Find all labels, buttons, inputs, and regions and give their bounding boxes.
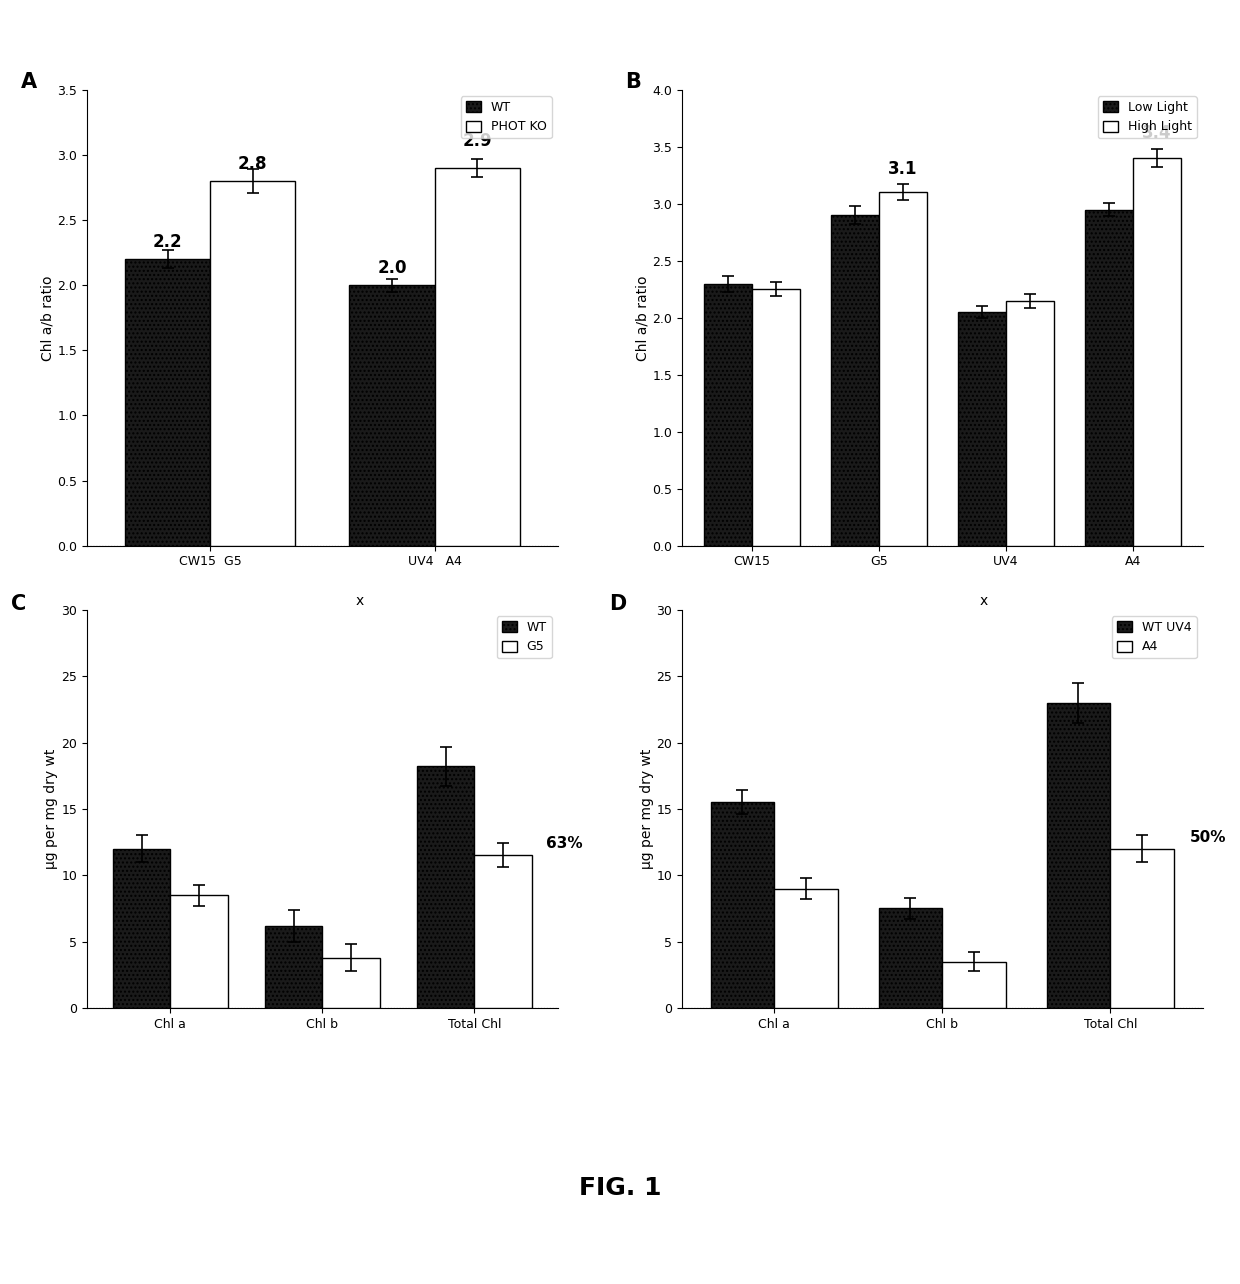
Y-axis label: Chl a/b ratio: Chl a/b ratio bbox=[635, 275, 650, 361]
Bar bbox=[475, 855, 532, 1008]
Text: C: C bbox=[11, 594, 26, 614]
Bar bbox=[170, 895, 228, 1008]
Text: 63%: 63% bbox=[546, 836, 583, 851]
Text: D: D bbox=[609, 594, 626, 614]
Bar bbox=[322, 958, 381, 1008]
Legend: WT, G5: WT, G5 bbox=[497, 616, 552, 659]
Bar bbox=[350, 285, 434, 546]
Text: x: x bbox=[980, 594, 988, 607]
Bar bbox=[1133, 158, 1182, 546]
Bar bbox=[942, 962, 1006, 1008]
Text: A: A bbox=[21, 72, 37, 91]
Bar bbox=[211, 181, 295, 546]
Text: 50%: 50% bbox=[1189, 829, 1226, 845]
Text: 2.0: 2.0 bbox=[377, 259, 407, 277]
Legend: WT, PHOT KO: WT, PHOT KO bbox=[461, 96, 552, 139]
Bar bbox=[434, 168, 520, 546]
Text: 2.9: 2.9 bbox=[463, 132, 492, 150]
Text: 3.1: 3.1 bbox=[888, 159, 918, 177]
Bar bbox=[113, 849, 170, 1008]
Text: B: B bbox=[625, 72, 641, 91]
Text: x: x bbox=[356, 594, 365, 607]
Bar bbox=[711, 802, 775, 1008]
Bar bbox=[1085, 209, 1133, 546]
Bar bbox=[751, 289, 800, 546]
Bar bbox=[125, 259, 211, 546]
Bar bbox=[879, 909, 942, 1008]
Y-axis label: μg per mg dry wt: μg per mg dry wt bbox=[640, 749, 653, 869]
Bar bbox=[417, 767, 475, 1008]
Y-axis label: μg per mg dry wt: μg per mg dry wt bbox=[45, 749, 58, 869]
Text: 2.8: 2.8 bbox=[238, 155, 268, 173]
Bar bbox=[831, 216, 879, 546]
Legend: WT UV4, A4: WT UV4, A4 bbox=[1112, 616, 1197, 659]
Bar bbox=[775, 889, 838, 1008]
Y-axis label: Chl a/b ratio: Chl a/b ratio bbox=[40, 275, 55, 361]
Bar bbox=[1006, 300, 1054, 546]
Bar bbox=[957, 312, 1006, 546]
Legend: Low Light, High Light: Low Light, High Light bbox=[1097, 96, 1197, 139]
Text: 2.2: 2.2 bbox=[153, 234, 182, 252]
Text: FIG. 1: FIG. 1 bbox=[579, 1176, 661, 1199]
Bar bbox=[879, 193, 928, 546]
Bar bbox=[1110, 849, 1174, 1008]
Bar bbox=[264, 926, 322, 1008]
Text: 3.4: 3.4 bbox=[1142, 125, 1172, 143]
Bar bbox=[1047, 702, 1110, 1008]
Bar bbox=[703, 284, 751, 546]
